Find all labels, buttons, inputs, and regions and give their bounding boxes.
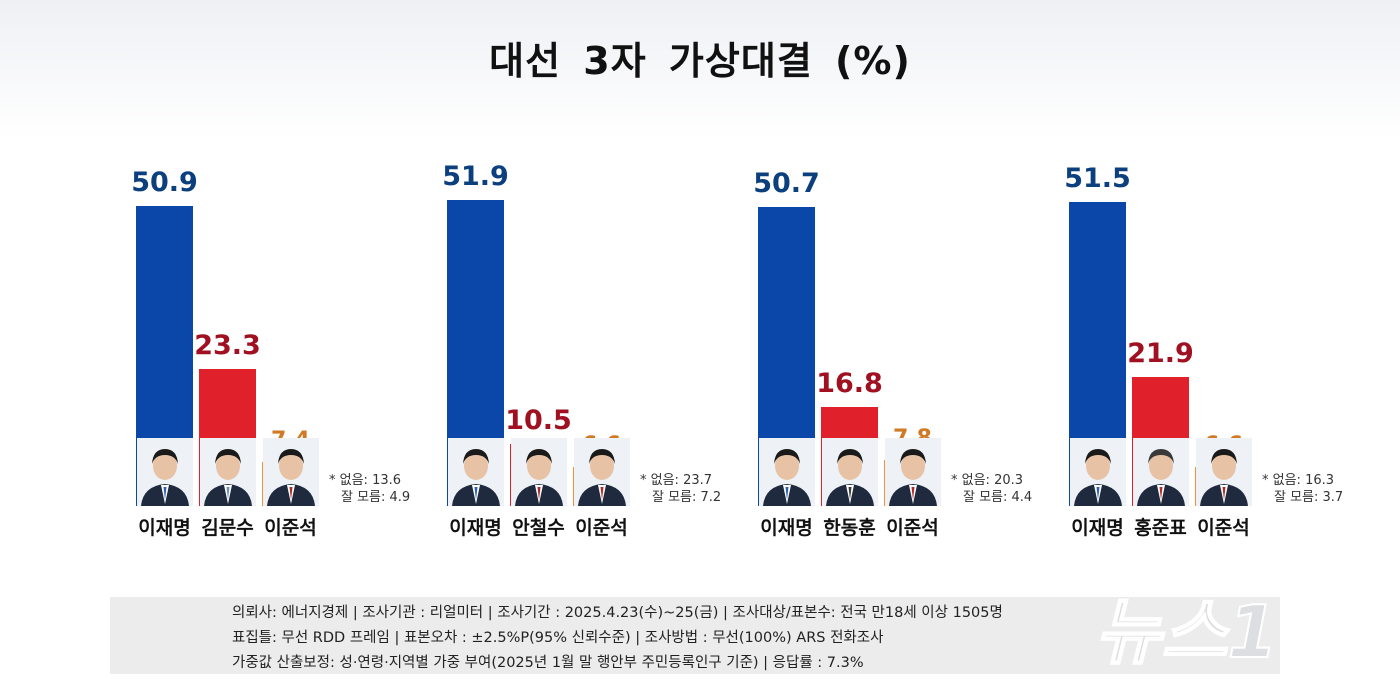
candidate-name-2-1: 이재명 bbox=[449, 517, 502, 539]
value-label-2-1: 51.9 bbox=[442, 160, 509, 192]
candidate-name-1-1: 이재명 bbox=[138, 517, 191, 539]
candidate-photo-2-1 bbox=[447, 438, 504, 506]
value-label-2-2: 10.5 bbox=[505, 405, 572, 437]
candidate-name-4-1: 이재명 bbox=[1071, 517, 1124, 539]
footer-line-2: 표집틀: 무선 RDD 프레임 | 표본오차 : ±2.5%P(95% 신뢰수준… bbox=[232, 630, 884, 646]
candidate-name-4-2: 홍준표 bbox=[1134, 517, 1187, 539]
note-1: * 없음: 13.6 잘 모름: 4.9 bbox=[329, 472, 410, 506]
candidate-name-3-2: 한동훈 bbox=[823, 517, 876, 539]
candidate-photo-3-2 bbox=[821, 438, 878, 506]
candidate-name-1-2: 김문수 bbox=[201, 517, 254, 539]
candidate-photo-3-1 bbox=[758, 438, 815, 506]
candidate-photo-4-1 bbox=[1069, 438, 1126, 506]
footer-line-3: 가중값 산출보정: 성·연령·지역별 가중 부여(2025년 1월 말 행안부 … bbox=[232, 655, 864, 671]
note-2: * 없음: 23.7 잘 모름: 7.2 bbox=[640, 472, 721, 506]
candidate-name-3-3: 이준석 bbox=[886, 517, 939, 539]
note-4: * 없음: 16.3 잘 모름: 3.7 bbox=[1262, 472, 1343, 506]
note-line-none: * 없음: 23.7 bbox=[640, 473, 713, 488]
note-line-dontknow: 잘 모름: 7.2 bbox=[652, 490, 722, 505]
footer-line-1: 의뢰사: 에너지경제 | 조사기관 : 리얼미터 | 조사기간 : 2025.4… bbox=[232, 605, 1003, 621]
note-line-none: * 없음: 20.3 bbox=[951, 473, 1024, 488]
note-line-dontknow: 잘 모름: 3.7 bbox=[1274, 490, 1344, 505]
note-line-none: * 없음: 16.3 bbox=[1262, 473, 1335, 488]
candidate-photo-1-3 bbox=[262, 438, 319, 506]
note-line-none: * 없음: 13.6 bbox=[329, 473, 402, 488]
note-line-dontknow: 잘 모름: 4.4 bbox=[963, 490, 1033, 505]
value-label-1-1: 50.9 bbox=[131, 166, 198, 198]
news1-logo-watermark: 뉴스1 bbox=[1095, 589, 1279, 675]
candidate-name-4-3: 이준석 bbox=[1197, 517, 1250, 539]
note-line-dontknow: 잘 모름: 4.9 bbox=[341, 490, 411, 505]
logo-text: 뉴스1 bbox=[1095, 590, 1278, 674]
note-3: * 없음: 20.3 잘 모름: 4.4 bbox=[951, 472, 1032, 506]
candidate-photo-1-2 bbox=[199, 438, 256, 506]
candidate-photo-4-2 bbox=[1132, 438, 1189, 506]
value-label-4-2: 21.9 bbox=[1127, 337, 1194, 369]
candidate-name-2-2: 안철수 bbox=[512, 517, 565, 539]
candidate-photo-4-3 bbox=[1195, 438, 1252, 506]
candidate-name-3-1: 이재명 bbox=[760, 517, 813, 539]
chart-title: 대선 3자 가상대결 (%) bbox=[489, 39, 911, 83]
candidate-name-1-3: 이준석 bbox=[264, 517, 317, 539]
candidate-photo-2-3 bbox=[573, 438, 630, 506]
candidate-photo-1-1 bbox=[136, 438, 193, 506]
survey-footer: 의뢰사: 에너지경제 | 조사기관 : 리얼미터 | 조사기간 : 2025.4… bbox=[110, 597, 1280, 674]
candidate-photo-3-3 bbox=[884, 438, 941, 506]
value-label-4-1: 51.5 bbox=[1064, 163, 1131, 195]
value-label-1-2: 23.3 bbox=[194, 329, 261, 361]
value-label-3-1: 50.7 bbox=[753, 167, 820, 199]
value-label-3-2: 16.8 bbox=[816, 367, 883, 399]
candidate-name-2-3: 이준석 bbox=[575, 517, 628, 539]
candidate-photo-2-2 bbox=[510, 438, 567, 506]
